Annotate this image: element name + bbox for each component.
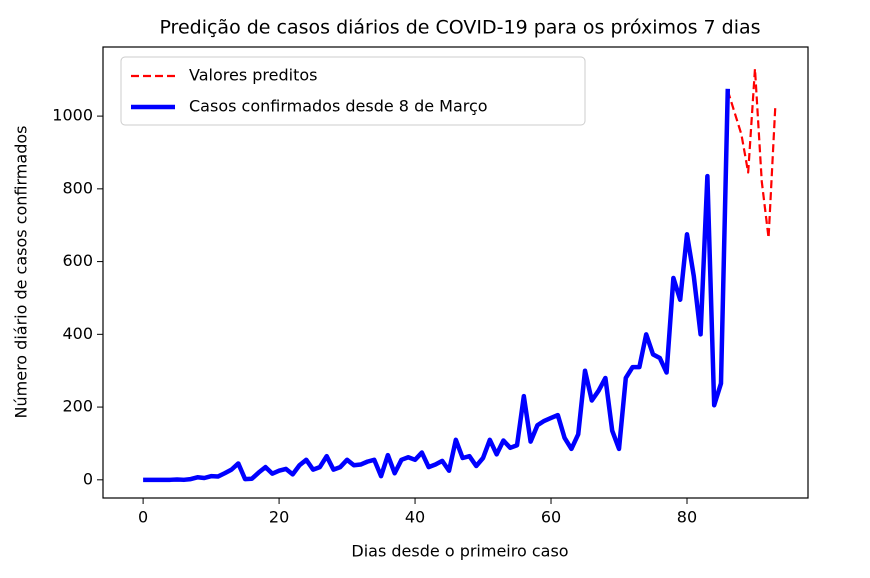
x-tick-label: 20 <box>269 508 289 527</box>
chart-title: Predição de casos diários de COVID-19 pa… <box>159 17 760 39</box>
y-axis-label: Número diário de casos confirmados <box>12 126 31 419</box>
y-tick-label: 600 <box>62 251 93 270</box>
line-series <box>143 88 731 483</box>
y-tick-label: 800 <box>62 178 93 197</box>
legend-label: Casos confirmados desde 8 de Março <box>189 97 488 116</box>
legend-label: Valores preditos <box>189 66 317 85</box>
y-tick-label: 400 <box>62 324 93 343</box>
x-tick-label: 0 <box>138 508 148 527</box>
legend-box <box>120 56 586 126</box>
y-tick-label: 0 <box>83 469 93 488</box>
y-tick-label: 1000 <box>52 106 93 125</box>
x-axis-label: Dias desde o primeiro caso <box>351 542 568 561</box>
y-tick-label: 200 <box>62 397 93 416</box>
x-tick-label: 80 <box>677 508 697 527</box>
plot-frame <box>102 46 809 499</box>
x-tick-label: 60 <box>541 508 561 527</box>
x-tick-label: 40 <box>405 508 425 527</box>
line-series <box>726 67 777 240</box>
